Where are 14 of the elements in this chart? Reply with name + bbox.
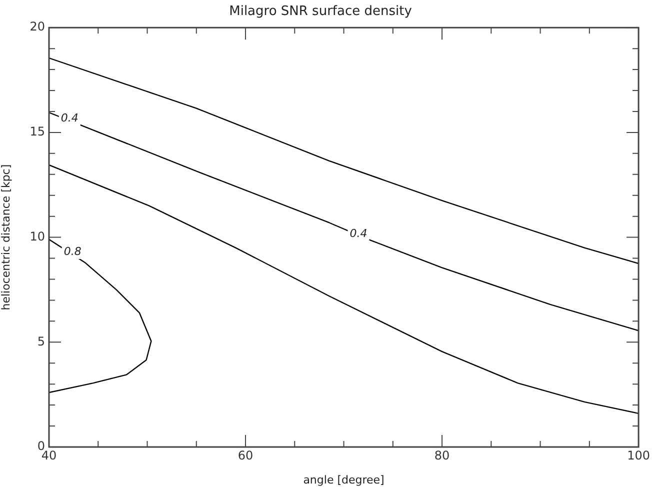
y-tick-label: 0 (37, 439, 45, 454)
annotation: 0.4 (350, 227, 368, 240)
x-tick-label: 60 (238, 448, 254, 462)
y-tick-label: 15 (30, 124, 45, 139)
annotation: 0.8 (64, 244, 82, 258)
y-axis-title: heliocentric distance [kpc] (0, 164, 12, 310)
x-tick-label: 80 (434, 448, 450, 462)
x-axis-title: angle [degree] (303, 473, 384, 486)
chart-title: Milagro SNR surface density (229, 4, 412, 20)
y-tick-label: 5 (37, 334, 45, 348)
y-tick-label: 10 (30, 229, 45, 244)
x-tick-label: 100 (627, 448, 650, 462)
annotation: 0.4 (60, 112, 78, 125)
y-tick-label: 20 (30, 20, 45, 34)
